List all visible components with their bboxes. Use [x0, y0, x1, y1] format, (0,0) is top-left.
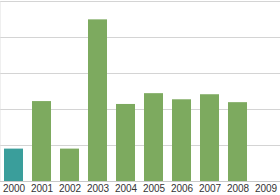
svg-text:2001: 2001: [31, 183, 54, 194]
svg-text:2009: 2009: [255, 183, 278, 194]
svg-text:2008: 2008: [227, 183, 250, 194]
svg-text:2006: 2006: [171, 183, 194, 194]
svg-text:2000: 2000: [3, 183, 26, 194]
svg-text:2003: 2003: [87, 183, 110, 194]
svg-text:2002: 2002: [59, 183, 82, 194]
svg-text:2007: 2007: [199, 183, 222, 194]
svg-text:2005: 2005: [143, 183, 166, 194]
svg-text:2004: 2004: [115, 183, 138, 194]
